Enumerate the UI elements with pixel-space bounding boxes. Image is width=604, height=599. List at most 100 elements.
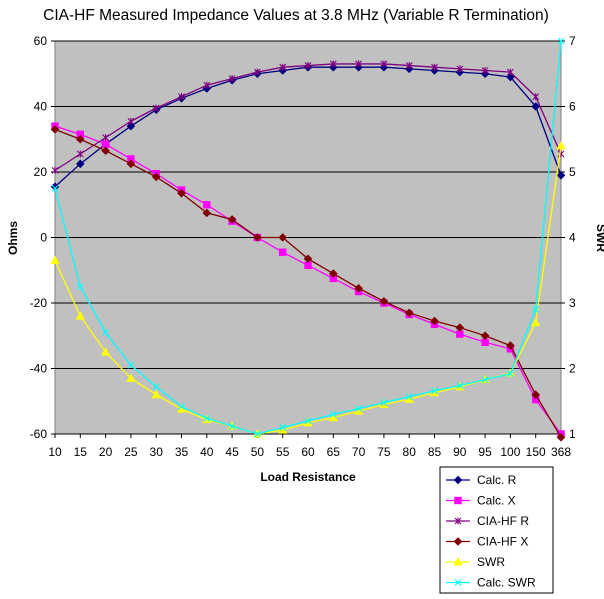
data-point bbox=[480, 331, 490, 341]
legend-marker bbox=[453, 557, 463, 566]
legend-label: CIA-HF R bbox=[477, 514, 529, 528]
data-point bbox=[126, 121, 136, 131]
x-tick-label: 10 bbox=[48, 445, 62, 459]
data-point bbox=[532, 93, 540, 101]
data-point bbox=[532, 306, 540, 313]
data-point bbox=[531, 390, 541, 400]
chart-title: CIA-HF Measured Impedance Values at 3.8 … bbox=[43, 7, 549, 24]
data-point bbox=[50, 255, 60, 264]
data-point bbox=[101, 140, 110, 148]
data-point bbox=[405, 393, 413, 401]
data-point bbox=[531, 102, 541, 111]
legend-label: SWR bbox=[477, 555, 505, 569]
data-point bbox=[405, 62, 413, 70]
legend-marker bbox=[454, 517, 462, 525]
data-point bbox=[178, 93, 185, 101]
data-point bbox=[100, 347, 111, 356]
legend-marker bbox=[454, 496, 462, 505]
data-point bbox=[151, 389, 161, 399]
data-point bbox=[75, 311, 85, 320]
data-point bbox=[556, 170, 566, 180]
x-tick-label: 40 bbox=[200, 445, 214, 459]
legend-marker bbox=[454, 579, 462, 586]
data-point bbox=[203, 81, 211, 89]
data-point bbox=[481, 338, 489, 347]
legend-marker bbox=[453, 475, 463, 485]
data-point bbox=[304, 417, 312, 425]
data-point bbox=[75, 159, 85, 169]
data-point bbox=[556, 432, 566, 442]
y2-tick-label: 5 bbox=[569, 165, 576, 179]
data-point bbox=[203, 414, 211, 422]
x-tick-label: 45 bbox=[225, 445, 239, 459]
data-point bbox=[379, 297, 389, 306]
data-point bbox=[126, 159, 136, 169]
data-point bbox=[75, 134, 85, 144]
series-cia-hf-x bbox=[50, 125, 566, 442]
data-point bbox=[328, 412, 338, 422]
x-axis: 10 15 20 25 30 35 40 45 50 55 60 65 70 75 80 85 90 95 100 1… bbox=[48, 434, 571, 459]
x-tick-label: 95 bbox=[478, 445, 492, 459]
data-point bbox=[151, 172, 161, 182]
data-point bbox=[531, 317, 541, 327]
data-point bbox=[303, 254, 313, 264]
y2-axis-label: SWR bbox=[594, 224, 604, 252]
data-point bbox=[354, 283, 363, 293]
legend-label: Calc. X bbox=[477, 494, 516, 508]
data-point bbox=[455, 323, 465, 332]
right-axis: 7 6 5 4 3 2 1 bbox=[561, 34, 576, 441]
x-tick-label: 65 bbox=[327, 445, 341, 459]
x-tick-label: 75 bbox=[377, 445, 391, 459]
data-point bbox=[304, 261, 312, 270]
x-tick-label: 368 bbox=[551, 445, 571, 459]
legend-label: Calc. SWR bbox=[477, 576, 536, 590]
y-tick-label: -60 bbox=[30, 427, 48, 441]
y2-tick-label: 7 bbox=[569, 34, 576, 48]
data-point bbox=[228, 422, 236, 430]
data-point bbox=[329, 60, 337, 68]
data-point bbox=[76, 150, 84, 158]
x-tick-label: 25 bbox=[124, 445, 138, 459]
series-layer bbox=[50, 37, 566, 442]
legend-label: Calc. R bbox=[477, 473, 517, 487]
data-point bbox=[507, 68, 514, 76]
data-point bbox=[456, 382, 464, 389]
legend: Calc. R Calc. X CIA-HF R CIA-HF X SWR Calc. S… bbox=[439, 466, 554, 594]
legend-box bbox=[439, 466, 554, 594]
data-point bbox=[279, 248, 287, 256]
data-point bbox=[380, 60, 388, 68]
data-point bbox=[152, 383, 160, 391]
data-point bbox=[101, 146, 110, 156]
y-tick-label: 0 bbox=[40, 231, 47, 245]
y2-tick-label: 4 bbox=[569, 231, 576, 245]
x-tick-label: 35 bbox=[175, 445, 189, 459]
data-point bbox=[50, 125, 60, 134]
data-point bbox=[279, 63, 287, 71]
x-tick-label: 70 bbox=[352, 445, 366, 459]
x-axis-label: Load Resistance bbox=[260, 470, 356, 484]
y2-tick-label: 2 bbox=[569, 362, 576, 376]
x-tick-label: 80 bbox=[403, 445, 417, 459]
x-tick-label: 100 bbox=[500, 445, 520, 459]
x-tick-label: 20 bbox=[99, 445, 113, 459]
gridlines bbox=[55, 40, 561, 435]
y2-tick-label: 1 bbox=[569, 427, 576, 441]
x-tick-label: 85 bbox=[428, 445, 442, 459]
data-point bbox=[506, 72, 515, 82]
x-tick-label: 30 bbox=[150, 445, 164, 459]
data-point bbox=[227, 215, 237, 224]
data-point bbox=[355, 405, 363, 412]
data-point bbox=[431, 387, 438, 395]
y-tick-label: 20 bbox=[34, 165, 48, 179]
data-point bbox=[152, 104, 160, 112]
data-point bbox=[51, 166, 59, 174]
y-tick-label: -20 bbox=[30, 296, 48, 310]
data-point bbox=[126, 373, 136, 382]
x-tick-label: 150 bbox=[526, 445, 546, 459]
data-point bbox=[481, 66, 489, 74]
data-point bbox=[456, 65, 464, 73]
legend-marker bbox=[453, 537, 463, 546]
series-cia-hf-r bbox=[51, 60, 565, 174]
data-point bbox=[481, 376, 489, 384]
y-axis-label: Ohms bbox=[6, 221, 20, 255]
